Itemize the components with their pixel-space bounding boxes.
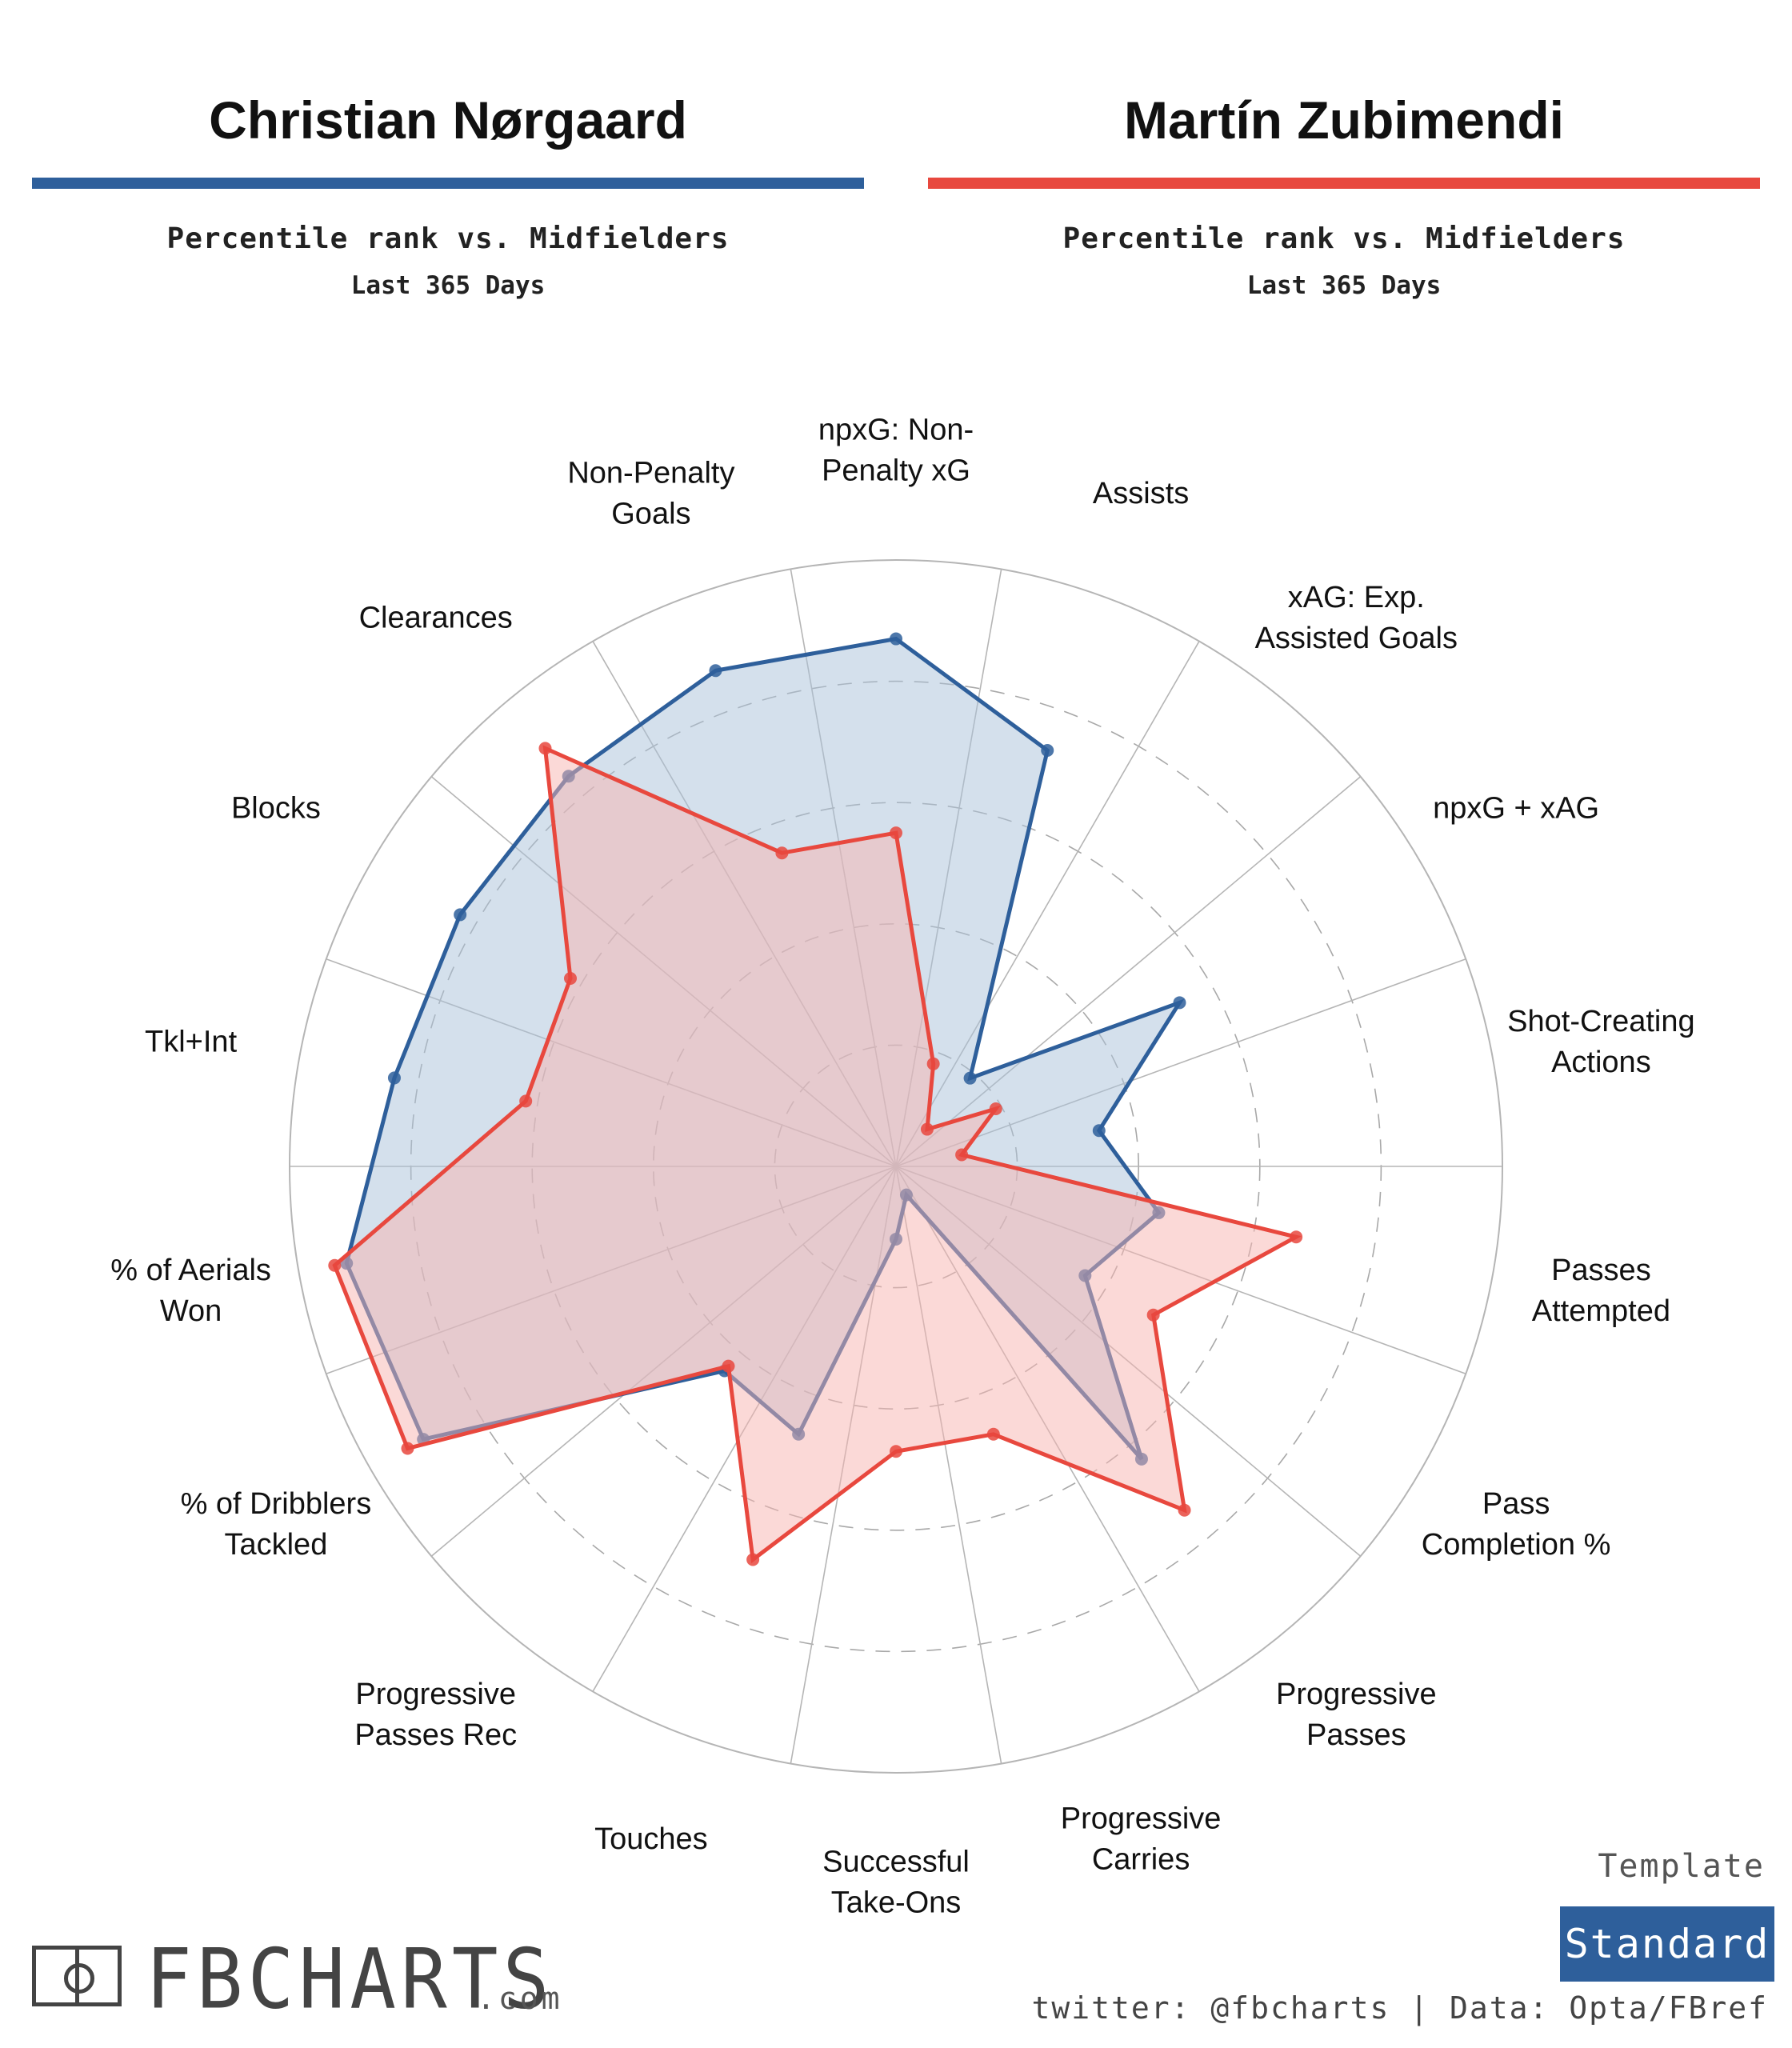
- category-label: % of Dribblers Tackled: [181, 1487, 372, 1562]
- category-label-line: Pass: [1482, 1487, 1550, 1521]
- category-label: Clearances: [359, 601, 513, 634]
- category-label-line: Clearances: [359, 601, 513, 634]
- pitch-icon: [32, 1946, 122, 2006]
- series-area-2: [334, 748, 1297, 1560]
- category-label-line: Passes: [1306, 1718, 1406, 1752]
- category-label-line: npxG: Non-: [818, 414, 974, 447]
- series-point-2: [538, 742, 552, 755]
- series-point-2: [989, 1102, 1002, 1115]
- series-point-1: [1041, 744, 1054, 758]
- series-point-2: [564, 972, 578, 986]
- category-label-line: Successful: [822, 1846, 970, 1879]
- series-point-2: [890, 1445, 902, 1458]
- category-label-line: Completion %: [1422, 1528, 1611, 1562]
- category-label: Touches: [594, 1822, 708, 1856]
- category-label-line: Progressive: [355, 1678, 516, 1711]
- category-label: npxG: Non- Penalty xG: [818, 414, 974, 488]
- series-point-1: [387, 1071, 401, 1085]
- category-label: Assists: [1093, 477, 1189, 510]
- category-label-line: Tackled: [224, 1528, 327, 1562]
- category-label-line: Shot-Creating: [1507, 1005, 1694, 1038]
- series-point-1: [1092, 1124, 1106, 1138]
- player-name-left: Christian Nørgaard: [209, 90, 687, 150]
- player-subtitle-left: Percentile rank vs. Midfielders: [166, 222, 730, 255]
- series-point-2: [986, 1427, 1000, 1441]
- category-label-line: Assisted Goals: [1255, 622, 1458, 655]
- category-label-line: Touches: [594, 1822, 708, 1856]
- player-header-right: Martín Zubimendi Percentile rank vs. Mid…: [928, 80, 1760, 300]
- series-point-1: [1173, 996, 1186, 1010]
- category-label: Non-Penalty Goals: [567, 456, 734, 530]
- series-point-2: [1178, 1503, 1191, 1517]
- logo-suffix: .com: [477, 1981, 563, 2016]
- player-subtitle-right: Percentile rank vs. Midfielders: [1062, 222, 1626, 255]
- category-label-line: Take-Ons: [831, 1886, 962, 1920]
- category-label-line: Progressive: [1276, 1678, 1437, 1711]
- category-label-line: Goals: [611, 497, 690, 530]
- player-name-right: Martín Zubimendi: [1124, 90, 1564, 150]
- template-badge: Standard: [1560, 1906, 1774, 1982]
- fbcharts-logo: FBCHARTS .com: [32, 1936, 592, 2022]
- player-period-left: Last 365 Days: [350, 271, 546, 300]
- series-point-1: [709, 664, 722, 678]
- player-color-bar-right: [928, 178, 1760, 189]
- category-label-line: Penalty xG: [822, 454, 970, 488]
- category-label: xAG: Exp. Assisted Goals: [1255, 581, 1458, 655]
- series-point-2: [1146, 1308, 1160, 1322]
- category-label-line: Attempted: [1532, 1294, 1670, 1328]
- series-point-2: [955, 1148, 969, 1162]
- series-point-2: [401, 1442, 414, 1455]
- category-label-line: Non-Penalty: [567, 456, 734, 490]
- logo-wordmark: FBCHARTS: [146, 1930, 554, 2028]
- series-point-2: [1290, 1230, 1303, 1244]
- category-label-line: Passes Rec: [354, 1718, 517, 1752]
- category-label-line: % of Dribblers: [181, 1487, 372, 1521]
- category-label-line: Actions: [1551, 1046, 1651, 1079]
- category-label: Tkl+Int: [145, 1026, 238, 1059]
- radar-series-layer: [328, 632, 1303, 1566]
- category-label-line: Carries: [1092, 1843, 1190, 1877]
- category-label-line: % of Aerials: [110, 1254, 271, 1287]
- category-label: Blocks: [231, 792, 321, 826]
- radar-category-labels: Passes Attempted Pass Completion % Progressi…: [110, 414, 1694, 1920]
- category-label: npxG + xAG: [1433, 792, 1599, 826]
- series-point-2: [746, 1553, 760, 1566]
- category-label-line: xAG: Exp.: [1288, 581, 1425, 614]
- series-point-1: [454, 908, 467, 922]
- data-credit: twitter: @fbcharts | Data: Opta/FBref: [1031, 1990, 1768, 2026]
- category-label: Pass Completion %: [1422, 1487, 1611, 1562]
- series-point-2: [722, 1359, 735, 1373]
- category-label-line: Passes: [1551, 1254, 1651, 1287]
- category-label-line: Assists: [1093, 477, 1189, 510]
- series-point-2: [775, 846, 789, 860]
- series-point-2: [926, 1057, 940, 1070]
- series-point-1: [890, 632, 902, 646]
- category-label-line: Progressive: [1061, 1802, 1222, 1836]
- player-period-right: Last 365 Days: [1246, 271, 1442, 300]
- player-header-left: Christian Nørgaard Percentile rank vs. M…: [32, 80, 864, 300]
- series-point-2: [519, 1094, 533, 1108]
- category-label: Progressive Passes: [1276, 1678, 1437, 1752]
- series-point-2: [328, 1258, 342, 1272]
- category-label-line: Tkl+Int: [145, 1026, 238, 1059]
- player-color-bar-left: [32, 178, 864, 189]
- category-label-line: npxG + xAG: [1433, 792, 1599, 826]
- category-label: Progressive Passes Rec: [354, 1678, 517, 1752]
- series-point-2: [920, 1122, 934, 1136]
- category-label: % of Aerials Won: [110, 1254, 271, 1328]
- category-label-line: Won: [160, 1294, 222, 1328]
- series-point-1: [963, 1071, 977, 1085]
- category-label: Shot-Creating Actions: [1507, 1005, 1694, 1079]
- template-label: Template: [1598, 1848, 1765, 1885]
- series-point-2: [890, 826, 902, 840]
- category-label-line: Blocks: [231, 792, 321, 826]
- category-label: Passes Attempted: [1532, 1254, 1670, 1328]
- category-label: Progressive Carries: [1061, 1802, 1222, 1877]
- category-label: Successful Take-Ons: [822, 1846, 970, 1920]
